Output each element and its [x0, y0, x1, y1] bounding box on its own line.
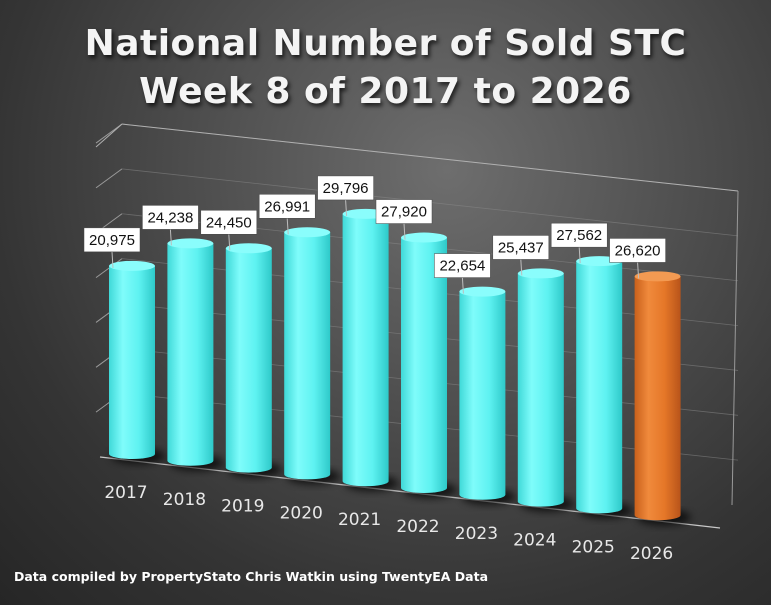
data-label-text: 26,620	[615, 242, 661, 259]
bar-cap	[517, 268, 564, 279]
data-label-box	[550, 222, 608, 248]
source-note: Data compiled by PropertyStato Chris Wat…	[14, 569, 489, 584]
bar-cap	[401, 232, 447, 243]
data-labels: 20,975 24,238 24,450 26,991 29,796 27,920 22,6…	[83, 175, 666, 294]
data-label-2018: 24,238	[142, 205, 199, 246]
bar-body	[342, 213, 389, 487]
gridline-tick	[95, 168, 123, 189]
bar-body	[634, 276, 681, 521]
bar-cap	[167, 238, 214, 249]
bar-2023	[459, 286, 516, 505]
bar-2024	[517, 268, 574, 512]
bar-2018	[167, 238, 224, 471]
chart-title-line-1: National Number of Sold STC	[84, 23, 687, 64]
x-tick-label: 2026	[630, 544, 673, 564]
data-label-leader	[169, 229, 172, 246]
data-label-2022: 27,920	[375, 199, 433, 240]
data-label-leader	[403, 223, 406, 240]
bar-2022	[401, 232, 457, 498]
data-label-text: 26,991	[264, 198, 310, 215]
x-tick-label: 2024	[513, 531, 556, 551]
x-axis-ticks: 2017 2018 2019 2020 2021 2022 2023 2024 2025 2026	[104, 483, 673, 564]
bar-cap	[225, 243, 272, 254]
bar-2026	[634, 271, 691, 526]
x-tick-label: 2017	[104, 483, 147, 503]
bar-cap	[459, 286, 506, 297]
bar-2025	[576, 256, 633, 519]
data-label-text: 27,920	[381, 204, 427, 221]
bar-2021	[342, 208, 399, 492]
data-label-leader	[637, 262, 640, 279]
bar-2020	[284, 227, 341, 485]
x-tick-label: 2020	[280, 503, 323, 523]
bar-2019	[225, 243, 282, 478]
data-label-box	[142, 205, 199, 230]
data-label-2020: 26,991	[258, 194, 316, 235]
data-label-text: 27,562	[556, 227, 602, 244]
plot-top-edge	[121, 123, 739, 192]
data-label-2026: 26,620	[609, 238, 666, 279]
data-label-leader	[578, 247, 581, 264]
x-tick-label: 2023	[455, 524, 498, 544]
data-label-text: 22,654	[439, 258, 485, 275]
data-label-2024: 25,437	[492, 235, 550, 276]
bar-body	[225, 248, 272, 473]
bar-body	[167, 243, 214, 466]
data-label-2021: 29,796	[317, 175, 374, 216]
data-label-box	[375, 199, 433, 224]
data-label-box	[83, 227, 141, 253]
data-label-2017: 20,975	[83, 227, 141, 268]
data-label-leader	[111, 251, 114, 268]
data-label-2023: 22,654	[434, 253, 491, 294]
data-label-box	[317, 175, 374, 201]
data-label-text: 20,975	[89, 232, 135, 249]
bar-body	[109, 265, 155, 459]
data-label-text: 24,238	[147, 209, 193, 226]
data-label-2025: 27,562	[550, 222, 608, 264]
bar-2017	[109, 260, 165, 464]
chart-title-line-2: Week 8 of 2017 to 2026	[139, 71, 632, 112]
bar-cap	[284, 227, 331, 238]
data-label-leader	[461, 277, 464, 294]
bar-cap	[634, 271, 681, 282]
data-label-text: 25,437	[498, 239, 544, 256]
bar-body	[576, 261, 623, 514]
data-label-leader	[520, 259, 523, 276]
x-tick-label: 2022	[396, 517, 439, 537]
data-label-leader	[286, 218, 289, 235]
x-tick-label: 2019	[221, 497, 264, 517]
x-tick-label: 2018	[163, 490, 206, 510]
bar-body	[401, 237, 447, 493]
data-label-2019: 24,450	[200, 210, 258, 251]
data-label-box	[200, 210, 258, 235]
data-label-box	[609, 238, 666, 263]
data-label-box	[492, 235, 550, 260]
bar-body	[517, 273, 564, 507]
data-label-text: 29,796	[323, 180, 369, 197]
x-tick-label: 2025	[572, 537, 615, 557]
data-label-text: 24,450	[206, 214, 252, 231]
bar-cap	[109, 260, 155, 271]
plot-top-left-edge	[95, 123, 123, 148]
bars	[109, 208, 691, 526]
data-label-box	[258, 194, 316, 219]
x-tick-label: 2021	[338, 510, 381, 530]
data-label-leader	[228, 234, 231, 251]
bar-body	[284, 232, 331, 480]
plot-right-edge	[731, 191, 739, 506]
bar-body	[459, 291, 506, 500]
data-label-box	[434, 253, 491, 278]
data-label-leader	[345, 199, 348, 216]
